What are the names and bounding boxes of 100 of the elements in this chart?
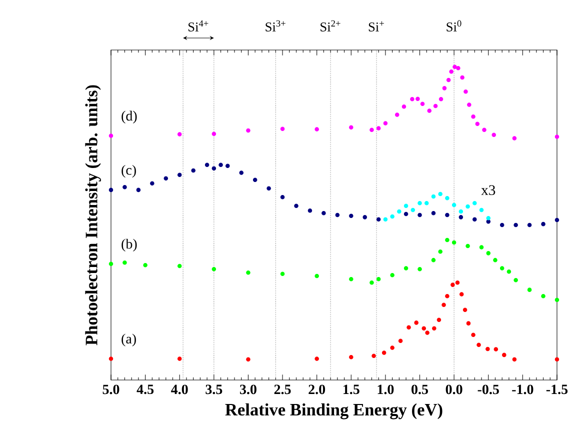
point — [431, 194, 436, 199]
point — [445, 212, 450, 218]
point — [280, 272, 285, 276]
point — [456, 66, 460, 70]
point — [452, 64, 457, 70]
point — [191, 168, 196, 173]
point — [349, 125, 354, 130]
point — [514, 278, 518, 282]
point — [445, 196, 450, 200]
point — [416, 96, 420, 101]
x-axis-title: Relative Binding Energy (eV) — [225, 403, 442, 420]
point — [239, 170, 244, 175]
point — [479, 208, 484, 212]
point — [486, 251, 491, 256]
point — [500, 222, 504, 228]
point — [390, 346, 394, 350]
point — [452, 240, 456, 245]
point — [445, 238, 450, 242]
point — [108, 134, 114, 138]
point — [527, 288, 532, 292]
ref-line-label: Si$^{3+}$ — [266, 20, 286, 32]
point — [486, 219, 491, 224]
point — [438, 192, 442, 196]
point — [402, 104, 406, 109]
point — [406, 325, 411, 330]
point — [422, 326, 426, 330]
point — [472, 200, 477, 206]
point — [246, 270, 250, 275]
point — [486, 216, 491, 220]
x-tick-label: 1.0 — [378, 384, 394, 394]
point — [218, 162, 223, 168]
point — [514, 222, 518, 228]
x-tick-label: 3.0 — [240, 384, 256, 394]
point — [280, 195, 285, 200]
point — [143, 262, 148, 268]
point — [212, 166, 216, 170]
point — [397, 209, 402, 214]
point — [455, 280, 460, 285]
point — [404, 204, 408, 208]
point — [446, 78, 451, 82]
point — [506, 270, 512, 274]
point — [554, 218, 560, 222]
x-tick-label: 4.5 — [136, 384, 154, 394]
point — [512, 357, 517, 362]
point — [252, 178, 258, 182]
point — [410, 97, 414, 102]
point — [383, 121, 388, 126]
x-tick-label: 2.5 — [274, 384, 291, 394]
point — [390, 272, 394, 278]
point — [177, 172, 182, 178]
point — [177, 264, 182, 268]
point — [541, 294, 546, 298]
point — [486, 346, 490, 352]
point — [479, 245, 484, 250]
point — [476, 342, 481, 348]
point — [414, 320, 418, 325]
point — [322, 210, 326, 216]
point — [502, 352, 506, 358]
ref-line-label: Si$^{+}$ — [368, 21, 384, 32]
point — [204, 162, 210, 168]
point — [390, 214, 394, 219]
point — [438, 249, 442, 254]
point — [500, 266, 504, 270]
x-tick-label: -0.5 — [478, 384, 499, 394]
point — [420, 102, 425, 106]
point — [335, 212, 340, 218]
point — [404, 266, 408, 270]
point — [376, 217, 381, 222]
point — [466, 321, 471, 326]
point — [177, 356, 182, 361]
point — [471, 114, 476, 119]
point — [554, 298, 560, 302]
x-tick-label: 1.5 — [344, 384, 360, 394]
point — [246, 357, 250, 362]
point — [466, 244, 470, 248]
x-tick-label: 0.0 — [446, 384, 462, 394]
ref-line-label: Si$^{0}$ — [446, 20, 462, 32]
point — [122, 260, 127, 265]
text: Si$^{4+}$ — [188, 20, 208, 32]
point — [425, 330, 430, 335]
point — [372, 354, 376, 358]
point — [471, 332, 476, 338]
point — [108, 262, 114, 266]
point — [449, 69, 454, 74]
point — [164, 176, 168, 180]
series-label: x3 — [481, 185, 496, 196]
point — [314, 356, 319, 361]
series-label: (d) — [122, 110, 137, 124]
point — [212, 267, 216, 272]
point — [108, 188, 114, 192]
point — [376, 277, 381, 282]
point — [432, 326, 436, 330]
series-label: (a) — [122, 334, 136, 346]
point — [410, 208, 416, 212]
point — [450, 282, 455, 287]
point — [246, 128, 250, 133]
point — [442, 86, 447, 90]
point — [122, 184, 127, 190]
x-tick-label: 2.0 — [308, 384, 326, 394]
point — [418, 200, 422, 206]
